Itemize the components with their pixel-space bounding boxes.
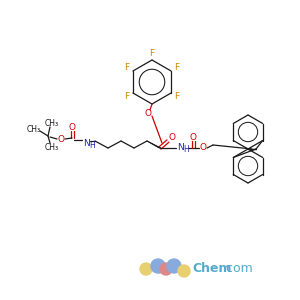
Polygon shape bbox=[147, 141, 161, 148]
Circle shape bbox=[151, 259, 165, 273]
Circle shape bbox=[178, 265, 190, 277]
Text: .com: .com bbox=[223, 262, 254, 275]
Text: O: O bbox=[68, 122, 76, 131]
Text: H: H bbox=[183, 145, 189, 154]
Circle shape bbox=[160, 263, 172, 275]
Circle shape bbox=[167, 259, 181, 273]
Text: CH₃: CH₃ bbox=[45, 118, 59, 127]
Text: F: F bbox=[124, 92, 129, 101]
Text: F: F bbox=[175, 63, 180, 72]
Text: O: O bbox=[169, 134, 176, 142]
Text: O: O bbox=[58, 136, 64, 145]
Text: CH₃: CH₃ bbox=[45, 142, 59, 152]
Text: O: O bbox=[200, 143, 206, 152]
Text: N: N bbox=[82, 139, 89, 148]
Text: F: F bbox=[124, 63, 129, 72]
Circle shape bbox=[140, 263, 152, 275]
Text: N: N bbox=[177, 142, 183, 152]
Text: Chem: Chem bbox=[192, 262, 232, 275]
Text: O: O bbox=[145, 110, 152, 118]
Text: F: F bbox=[149, 49, 154, 58]
Text: H: H bbox=[89, 140, 95, 149]
Text: CH₃: CH₃ bbox=[27, 125, 41, 134]
Text: O: O bbox=[190, 133, 196, 142]
Text: F: F bbox=[175, 92, 180, 101]
